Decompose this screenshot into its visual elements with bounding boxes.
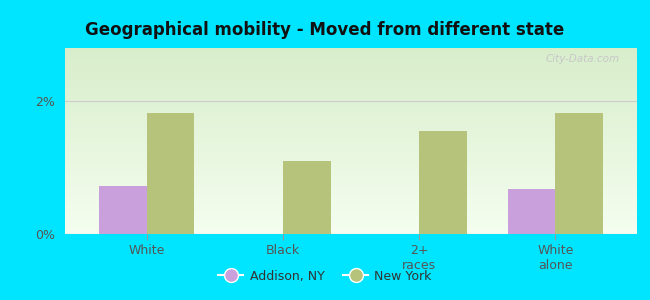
Bar	[283, 161, 331, 234]
Bar	[508, 189, 555, 234]
Bar	[147, 113, 194, 234]
Text: City-Data.com: City-Data.com	[546, 54, 620, 64]
Legend: Addison, NY, New York: Addison, NY, New York	[213, 265, 437, 288]
Bar	[555, 113, 603, 234]
Bar	[99, 185, 147, 234]
Bar	[419, 131, 467, 234]
Text: Geographical mobility - Moved from different state: Geographical mobility - Moved from diffe…	[85, 21, 565, 39]
